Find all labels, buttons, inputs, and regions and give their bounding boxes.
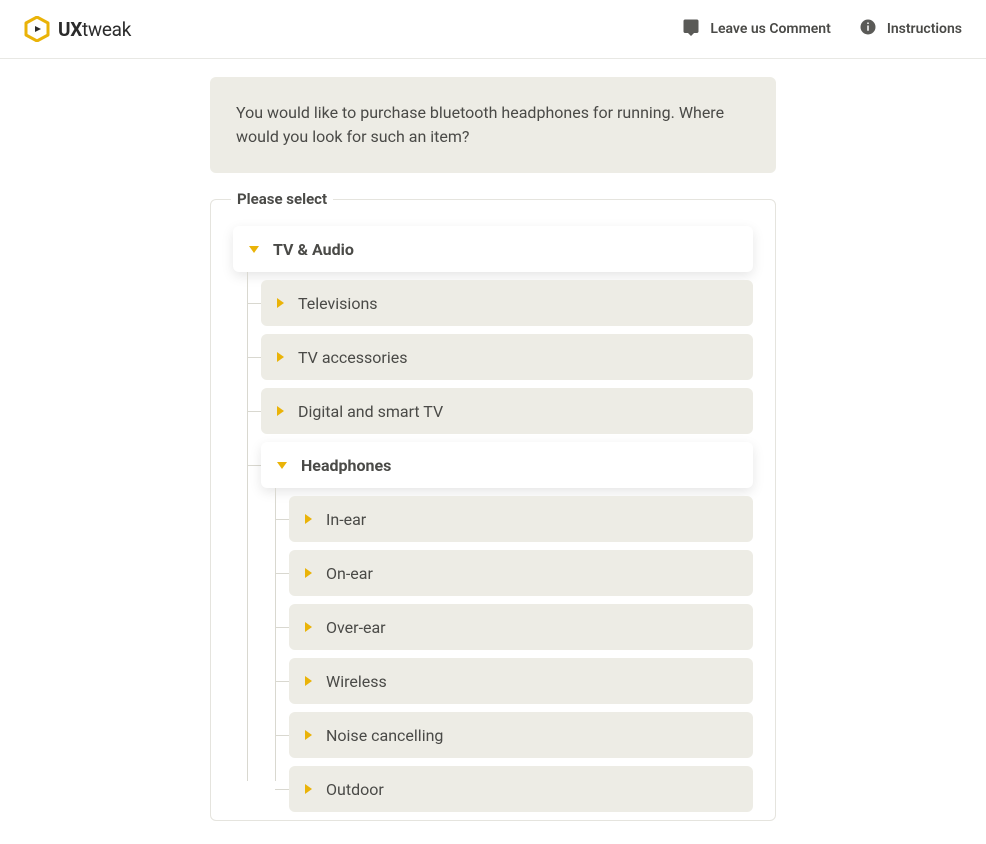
tree-item[interactable]: Headphones: [261, 442, 753, 488]
tree-item-label: Outdoor: [326, 780, 384, 799]
tree-item[interactable]: Noise cancelling: [289, 712, 753, 758]
tree-connector-horizontal: [247, 357, 261, 358]
tree-connector-horizontal: [275, 789, 289, 790]
tree-item[interactable]: Digital and smart TV: [261, 388, 753, 434]
chevron-right-icon: [277, 406, 284, 416]
task-prompt: You would like to purchase bluetooth hea…: [210, 77, 776, 173]
chevron-right-icon: [277, 298, 284, 308]
tree-item-label: Wireless: [326, 672, 387, 691]
chevron-right-icon: [305, 676, 312, 686]
header: UXtweak Leave us Comment Instructions: [0, 0, 986, 59]
tree-connector-horizontal: [247, 465, 261, 466]
tree-connector-horizontal: [247, 303, 261, 304]
tree-item[interactable]: Outdoor: [289, 766, 753, 812]
comment-icon: [682, 18, 700, 40]
tree-connector-horizontal: [275, 735, 289, 736]
logo[interactable]: UXtweak: [24, 16, 131, 42]
select-panel: Please select TV & AudioTelevisionsTV ac…: [210, 199, 776, 821]
tree-item[interactable]: TV accessories: [261, 334, 753, 380]
tree-item[interactable]: In-ear: [289, 496, 753, 542]
instructions-label: Instructions: [887, 21, 962, 37]
info-icon: [859, 18, 877, 40]
tree-item-label: Over-ear: [326, 618, 386, 637]
tree-item[interactable]: On-ear: [289, 550, 753, 596]
tree-item-label: TV & Audio: [273, 240, 354, 259]
tree-item-label: In-ear: [326, 510, 366, 529]
chevron-right-icon: [305, 622, 312, 632]
instructions-link[interactable]: Instructions: [859, 18, 962, 40]
tree-connector-horizontal: [275, 681, 289, 682]
tree-item-label: Digital and smart TV: [298, 402, 443, 421]
tree-item[interactable]: Over-ear: [289, 604, 753, 650]
tree-connector-horizontal: [247, 411, 261, 412]
chevron-down-icon: [249, 246, 259, 253]
chevron-right-icon: [277, 352, 284, 362]
tree-connector-vertical: [275, 488, 276, 781]
chevron-right-icon: [305, 730, 312, 740]
content: You would like to purchase bluetooth hea…: [210, 77, 776, 821]
tree: TV & Audio Televisions TV accessories Digit…: [233, 226, 753, 812]
tree-item[interactable]: Televisions: [261, 280, 753, 326]
tree-item-label: Televisions: [298, 294, 378, 313]
leave-comment-link[interactable]: Leave us Comment: [682, 18, 830, 40]
tree-item-label: TV accessories: [298, 348, 407, 367]
tree-connector-vertical: [247, 272, 248, 781]
tree-item-label: On-ear: [326, 564, 373, 583]
tree-item[interactable]: TV & Audio: [233, 226, 753, 272]
chevron-right-icon: [305, 784, 312, 794]
tree-connector-horizontal: [275, 627, 289, 628]
chevron-right-icon: [305, 568, 312, 578]
tree-item-label: Noise cancelling: [326, 726, 443, 745]
tree-connector-horizontal: [275, 573, 289, 574]
chevron-right-icon: [305, 514, 312, 524]
tree-item[interactable]: Wireless: [289, 658, 753, 704]
header-links: Leave us Comment Instructions: [682, 18, 962, 40]
select-legend: Please select: [231, 190, 333, 208]
tree-connector-horizontal: [275, 519, 289, 520]
leave-comment-label: Leave us Comment: [710, 21, 830, 37]
logo-text: UXtweak: [58, 18, 131, 41]
tree-item-label: Headphones: [301, 456, 391, 475]
logo-hexagon-icon: [24, 16, 50, 42]
chevron-down-icon: [277, 462, 287, 469]
